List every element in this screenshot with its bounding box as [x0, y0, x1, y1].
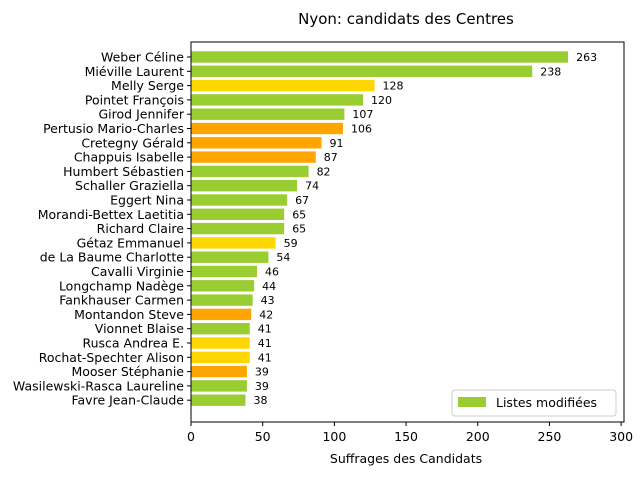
category-label: Schaller Graziella [75, 178, 184, 193]
bar [191, 137, 322, 149]
bar [191, 222, 285, 235]
x-tick-label: 300 [609, 429, 633, 444]
category-label: Gétaz Emmanuel [77, 235, 184, 250]
category-label: de La Baume Charlotte [40, 250, 185, 265]
category-label: Chappuis Isabelle [74, 150, 184, 165]
value-label: 65 [292, 223, 306, 236]
bar [191, 194, 288, 206]
bar [191, 265, 257, 278]
category-label: Morandi-Bettex Laetitia [38, 207, 184, 222]
bar [191, 308, 252, 321]
plot-frame [190, 41, 625, 423]
bar [191, 51, 569, 63]
x-tick-label: 200 [466, 429, 490, 444]
bar [191, 380, 247, 392]
value-label: 39 [255, 380, 269, 393]
bar [191, 394, 246, 406]
value-label: 59 [284, 237, 298, 250]
value-label: 41 [258, 323, 272, 336]
bar [191, 65, 533, 77]
value-label: 41 [258, 351, 272, 364]
x-tick-label: 250 [538, 429, 562, 444]
category-label: Melly Serge [111, 78, 184, 93]
category-label: Favre Jean-Claude [71, 393, 184, 408]
category-label: Pertusio Mario-Charles [43, 121, 184, 136]
bar [191, 208, 285, 220]
category-label: Pointet François [85, 92, 184, 107]
category-label: Longchamp Nadège [59, 278, 184, 293]
value-label: 74 [305, 180, 319, 193]
category-label: Cavalli Virginie [91, 264, 184, 279]
bar [191, 122, 343, 135]
value-label: 82 [317, 165, 331, 178]
value-label: 44 [262, 280, 276, 293]
bar [191, 180, 298, 192]
value-label: 38 [253, 394, 267, 407]
bar [191, 237, 276, 249]
value-label: 67 [295, 194, 309, 207]
bar [191, 94, 364, 106]
bar [191, 79, 375, 92]
x-axis-label: Suffrages des Candidats [330, 451, 482, 466]
category-label: Eggert Nina [110, 193, 184, 208]
value-labels: 2632381281201071069187827467656559544644… [253, 51, 597, 407]
category-label: Montandon Steve [74, 307, 184, 322]
value-label: 106 [351, 123, 372, 136]
value-label: 120 [371, 94, 392, 107]
x-tick-label: 100 [322, 429, 346, 444]
x-tick-label: 0 [187, 429, 195, 444]
x-axis: 0 50 100 150 200 250 300 [187, 422, 633, 444]
category-label: Rusca Andrea E. [82, 336, 184, 351]
legend-swatch [458, 397, 486, 407]
bar [191, 337, 250, 349]
category-label: Girod Jennifer [98, 107, 184, 122]
bar [191, 165, 309, 178]
bar [191, 108, 345, 120]
value-label: 46 [265, 266, 279, 279]
category-label: Wasilewski-Rasca Laureline [13, 378, 184, 393]
value-label: 65 [292, 208, 306, 221]
category-label: Fankhauser Carmen [59, 293, 184, 308]
value-label: 263 [576, 51, 597, 64]
category-label: Cretegny Gérald [81, 135, 184, 150]
bar [191, 151, 316, 163]
category-label: Rochat-Spechter Alison [39, 350, 184, 365]
x-tick-label: 50 [255, 429, 271, 444]
value-label: 107 [352, 108, 373, 121]
bar [191, 294, 253, 306]
bars-group [191, 51, 569, 406]
chart-title: Nyon: candidats des Centres [298, 10, 514, 28]
bar [191, 251, 269, 263]
value-label: 128 [383, 80, 404, 93]
bar [191, 365, 247, 378]
value-label: 43 [261, 294, 275, 307]
category-label: Humbert Sébastien [63, 164, 184, 179]
value-label: 91 [329, 137, 343, 150]
category-label: Richard Claire [97, 221, 185, 236]
value-label: 238 [540, 65, 561, 78]
legend-label: Listes modifiées [496, 395, 597, 410]
value-label: 41 [258, 337, 272, 350]
bar [191, 323, 250, 335]
category-label: Weber Céline [101, 50, 184, 65]
value-label: 54 [276, 251, 290, 264]
legend: Listes modifiées [451, 389, 617, 417]
value-label: 42 [259, 308, 273, 321]
category-label: Vionnet Blaise [95, 321, 185, 336]
value-label: 39 [255, 366, 269, 379]
bar [191, 351, 250, 363]
x-tick-label: 150 [394, 429, 418, 444]
category-label: Miéville Laurent [85, 64, 184, 79]
value-label: 87 [324, 151, 338, 164]
legend-box [451, 389, 617, 417]
bar [191, 280, 255, 292]
category-label: Mooser Stéphanie [71, 364, 184, 379]
